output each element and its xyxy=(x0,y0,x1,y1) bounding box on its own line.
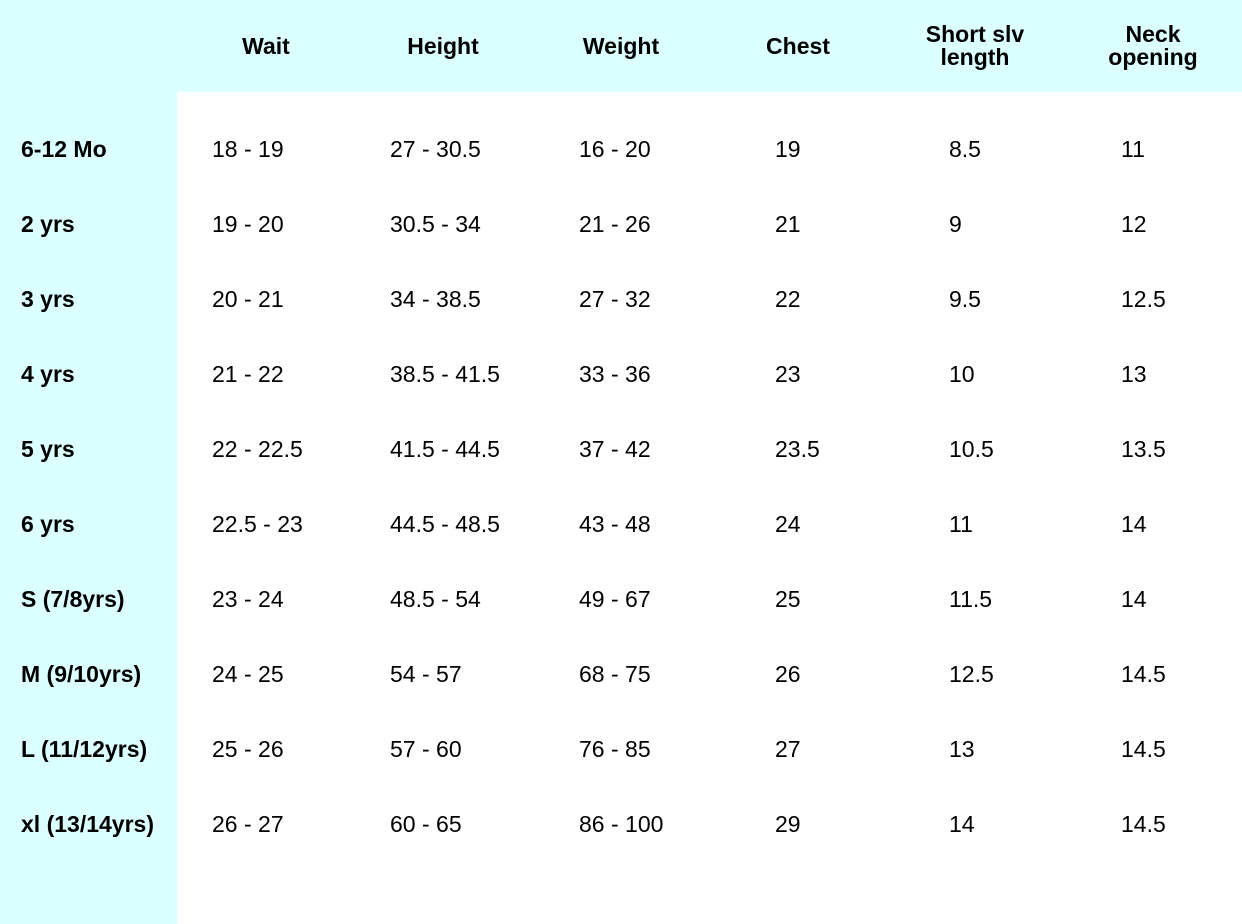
table-cell: 11.5 xyxy=(949,586,993,612)
table-cell: 25 - 26 xyxy=(212,736,284,762)
table-cell: 27 - 30.5 xyxy=(390,136,481,162)
table-cell: 57 - 60 xyxy=(390,736,462,762)
row-label: 6-12 Mo xyxy=(21,136,107,162)
column-header: Height xyxy=(407,32,479,59)
column-header: Short slv length xyxy=(925,21,1025,70)
table-cell: 48.5 - 54 xyxy=(390,586,481,612)
column-header: Weight xyxy=(582,32,660,59)
table-cell: 9 xyxy=(949,211,962,237)
row-label-band xyxy=(0,0,177,924)
row-label: S (7/8yrs) xyxy=(21,586,125,612)
table-cell: 30.5 - 34 xyxy=(390,211,481,237)
table-cell: 27 xyxy=(775,736,801,762)
table-cell: 21 xyxy=(775,211,801,237)
table-cell: 13 xyxy=(1121,361,1147,387)
row-label: xl (13/14yrs) xyxy=(21,811,154,837)
table-cell: 24 xyxy=(775,511,801,537)
table-cell: 76 - 85 xyxy=(579,736,651,762)
table-cell: 11 xyxy=(1121,136,1145,162)
table-cell: 27 - 32 xyxy=(579,286,651,312)
table-cell: 86 - 100 xyxy=(579,811,664,837)
table-cell: 18 - 19 xyxy=(212,136,284,162)
table-cell: 37 - 42 xyxy=(579,436,651,462)
table-cell: 14.5 xyxy=(1121,811,1166,837)
row-label: 3 yrs xyxy=(21,286,75,312)
table-cell: 54 - 57 xyxy=(390,661,462,687)
column-header: Wait xyxy=(242,32,290,59)
table-cell: 20 - 21 xyxy=(212,286,284,312)
table-cell: 33 - 36 xyxy=(579,361,651,387)
table-cell: 26 xyxy=(775,661,801,687)
row-label: L (11/12yrs) xyxy=(21,736,148,762)
table-cell: 23.5 xyxy=(775,436,820,462)
table-cell: 23 - 24 xyxy=(212,586,284,612)
table-cell: 22 xyxy=(775,286,801,312)
table-cell: 14 xyxy=(949,811,975,837)
table-cell: 38.5 - 41.5 xyxy=(390,361,500,387)
table-cell: 29 xyxy=(775,811,801,837)
table-cell: 41.5 - 44.5 xyxy=(390,436,500,462)
table-cell: 14 xyxy=(1121,586,1147,612)
table-cell: 22 - 22.5 xyxy=(212,436,303,462)
table-cell: 13.5 xyxy=(1121,436,1166,462)
table-cell: 12.5 xyxy=(949,661,994,687)
table-cell: 44.5 - 48.5 xyxy=(390,511,500,537)
table-cell: 19 xyxy=(775,136,801,162)
table-cell: 60 - 65 xyxy=(390,811,462,837)
table-cell: 10 xyxy=(949,361,975,387)
table-cell: 68 - 75 xyxy=(579,661,651,687)
table-cell: 12.5 xyxy=(1121,286,1166,312)
table-cell: 9.5 xyxy=(949,286,981,312)
table-cell: 10.5 xyxy=(949,436,994,462)
header-band xyxy=(0,0,1242,92)
table-cell: 21 - 26 xyxy=(579,211,651,237)
table-cell: 14.5 xyxy=(1121,661,1166,687)
table-cell: 14 xyxy=(1121,511,1147,537)
table-cell: 13 xyxy=(949,736,975,762)
table-cell: 8.5 xyxy=(949,136,981,162)
table-cell: 14.5 xyxy=(1121,736,1166,762)
table-cell: 22.5 - 23 xyxy=(212,511,303,537)
table-cell: 49 - 67 xyxy=(579,586,651,612)
table-cell: 25 xyxy=(775,586,801,612)
row-label: 2 yrs xyxy=(21,211,75,237)
table-cell: 23 xyxy=(775,361,801,387)
table-cell: 43 - 48 xyxy=(579,511,651,537)
column-header: Chest xyxy=(766,32,830,59)
row-label: 6 yrs xyxy=(21,511,75,537)
table-cell: 19 - 20 xyxy=(212,211,284,237)
row-label: 4 yrs xyxy=(21,361,75,387)
table-cell: 16 - 20 xyxy=(579,136,651,162)
column-header: Neck opening xyxy=(1108,21,1198,70)
table-cell: 21 - 22 xyxy=(212,361,284,387)
table-cell: 34 - 38.5 xyxy=(390,286,481,312)
table-cell: 12 xyxy=(1121,211,1147,237)
table-cell: 11 xyxy=(949,511,973,537)
table-cell: 26 - 27 xyxy=(212,811,284,837)
row-label: M (9/10yrs) xyxy=(21,661,142,687)
table-cell: 24 - 25 xyxy=(212,661,284,687)
row-label: 5 yrs xyxy=(21,436,75,462)
